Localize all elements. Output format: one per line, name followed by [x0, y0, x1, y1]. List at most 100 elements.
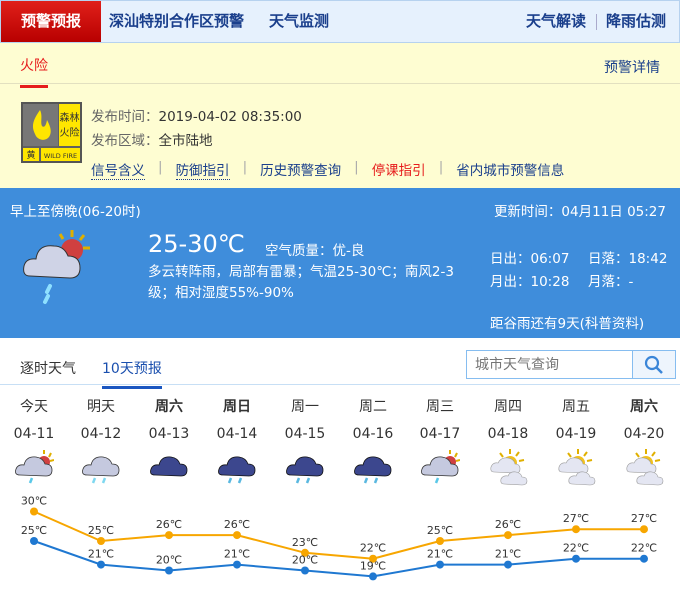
- nav-divider: [596, 14, 597, 30]
- low-temp-point: [436, 560, 444, 569]
- link-province-warnings[interactable]: 省内城市预警信息: [456, 163, 565, 179]
- forecast-period: 早上至傍晚(06-20时): [10, 204, 141, 220]
- low-temp-point: [504, 560, 512, 569]
- high-temp-label: 30℃: [21, 495, 47, 508]
- warning-detail-link[interactable]: 预警详情: [604, 60, 660, 76]
- partly-cloudy-icon: [626, 449, 664, 486]
- partly-cloudy-icon: [490, 449, 528, 486]
- sunset: 日落：18:42: [588, 251, 668, 267]
- separator: |: [158, 159, 163, 175]
- low-temp-label: 21℃: [224, 548, 250, 561]
- high-temp-point: [436, 537, 444, 545]
- forecast-day: 周二 04-16: [339, 396, 407, 492]
- low-temp-point: [165, 566, 173, 575]
- link-signal-meaning[interactable]: 信号含义: [91, 159, 145, 180]
- tab-hourly[interactable]: 逐时天气: [20, 361, 76, 377]
- weekday: 周三: [426, 399, 454, 415]
- link-defense-guide[interactable]: 防御指引: [175, 159, 230, 180]
- svg-text:WILD FIRE: WILD FIRE: [44, 152, 77, 160]
- forecast-day: 周六 04-20: [610, 396, 678, 492]
- date: 04-20: [623, 426, 665, 442]
- search-button[interactable]: [632, 351, 675, 378]
- date: 04-15: [284, 426, 326, 442]
- partly-cloudy-shower-icon: [421, 450, 461, 484]
- issue-area-value: 全市陆地: [158, 133, 213, 149]
- low-temp-label: 21℃: [88, 548, 114, 561]
- low-temp-point: [30, 537, 38, 545]
- high-temp-label: 26℃: [224, 518, 250, 531]
- high-temp-label: 23℃: [292, 536, 318, 549]
- sunrise: 日出：06:07: [490, 251, 570, 267]
- low-temp-label: 20℃: [292, 554, 318, 567]
- date: 04-16: [352, 426, 394, 442]
- overcast-rain-icon: [354, 456, 392, 484]
- current-weather-panel: 早上至傍晚(06-20时) 更新时间：04月11日 05:27 25-30℃ 空…: [0, 188, 680, 338]
- air-quality: 空气质量：优-良: [265, 243, 365, 259]
- low-temp-label: 25℃: [21, 524, 47, 537]
- divider: [0, 83, 680, 84]
- issue-area-label: 发布区域：: [91, 133, 159, 149]
- partly-cloudy-icon: [558, 449, 596, 486]
- top-nav: 预警预报 深汕特别合作区预警 天气监测 天气解读 降雨估测: [0, 0, 680, 43]
- issue-area: 发布区域：全市陆地: [91, 129, 213, 149]
- warning-panel: 火险 预警详情 森林 火险 黄 WILD FIRE 发布时间：2019-04-0…: [0, 43, 680, 188]
- nav-tab-weather-interpretation[interactable]: 天气解读: [526, 12, 587, 30]
- high-temp-label: 22℃: [360, 542, 386, 555]
- weekday: 周一: [291, 399, 319, 415]
- high-temp-point: [572, 525, 580, 534]
- warning-links: 信号含义 | 防御指引 | 历史预警查询 | 停课指引 | 省内城市预警信息: [91, 159, 564, 180]
- weekday: 周六: [630, 399, 658, 415]
- low-temp-label: 21℃: [495, 548, 521, 561]
- solar-term-link[interactable]: 距谷雨还有9天(科普资料): [490, 316, 645, 332]
- low-temp-label: 22℃: [631, 542, 657, 555]
- low-temp-label: 22℃: [563, 542, 589, 555]
- weekday: 周二: [359, 399, 387, 415]
- forecast-day: 周四 04-18: [474, 396, 542, 492]
- svg-text:黄: 黄: [26, 149, 35, 161]
- nav-tab-weather-monitor[interactable]: 天气监测: [269, 12, 330, 30]
- date: 04-18: [487, 426, 529, 442]
- high-temp-point: [97, 537, 105, 545]
- forecast-day: 周三 04-17: [406, 396, 474, 492]
- high-temp-label: 26℃: [495, 518, 521, 531]
- nav-tab-shenshan-warning[interactable]: 深汕特别合作区预警: [109, 12, 245, 30]
- high-temp-point: [233, 531, 241, 540]
- forecast-day: 周日 04-14: [203, 396, 271, 492]
- link-class-suspension-guide[interactable]: 停课指引: [371, 163, 426, 179]
- overcast-rain-icon: [286, 456, 324, 484]
- nav-tab-rain-estimate[interactable]: 降雨估测: [606, 12, 667, 30]
- forecast-tabs: 逐时天气 10天预报: [0, 340, 680, 389]
- low-temp-point: [572, 554, 580, 563]
- high-temp-point: [640, 525, 648, 534]
- tab-10-day[interactable]: 10天预报: [102, 358, 162, 389]
- high-temp-point: [504, 531, 512, 540]
- nav-tab-warning-forecast[interactable]: 预警预报: [1, 1, 101, 42]
- city-search-input[interactable]: [467, 351, 632, 378]
- issue-time: 发布时间：2019-04-02 08:35:00: [91, 105, 302, 125]
- low-temp-line: [33, 540, 644, 578]
- date: 04-13: [148, 426, 190, 442]
- high-temp-label: 27℃: [563, 512, 589, 525]
- high-temp-line: [33, 510, 644, 560]
- low-temp-label: 21℃: [427, 548, 453, 561]
- weekday: 明天: [87, 399, 115, 415]
- issue-time-label: 发布时间：: [91, 109, 159, 125]
- overcast-icon: [150, 456, 188, 477]
- weather-description: 多云转阵雨，局部有雷暴；气温25-30℃；南风2-3级；相对湿度55%-90%: [148, 264, 454, 301]
- date: 04-17: [419, 426, 461, 442]
- tab-fire-risk[interactable]: 火险: [20, 55, 48, 88]
- low-temp-point: [369, 572, 377, 581]
- weekday: 周四: [494, 399, 522, 415]
- high-temp-point: [165, 531, 173, 540]
- separator: |: [438, 159, 444, 175]
- forecast-day: 周五 04-19: [542, 396, 610, 492]
- low-temp-point: [233, 560, 241, 569]
- moonset: 月落：-: [588, 274, 634, 290]
- link-warning-history[interactable]: 历史预警查询: [260, 163, 342, 179]
- high-temp-label: 25℃: [427, 524, 453, 537]
- heavy-rain-icon: [82, 456, 120, 484]
- update-time: 更新时间：04月11日 05:27: [493, 204, 666, 220]
- svg-text:森林: 森林: [60, 111, 80, 124]
- weekday: 周六: [155, 399, 183, 415]
- high-temp-point: [301, 548, 309, 557]
